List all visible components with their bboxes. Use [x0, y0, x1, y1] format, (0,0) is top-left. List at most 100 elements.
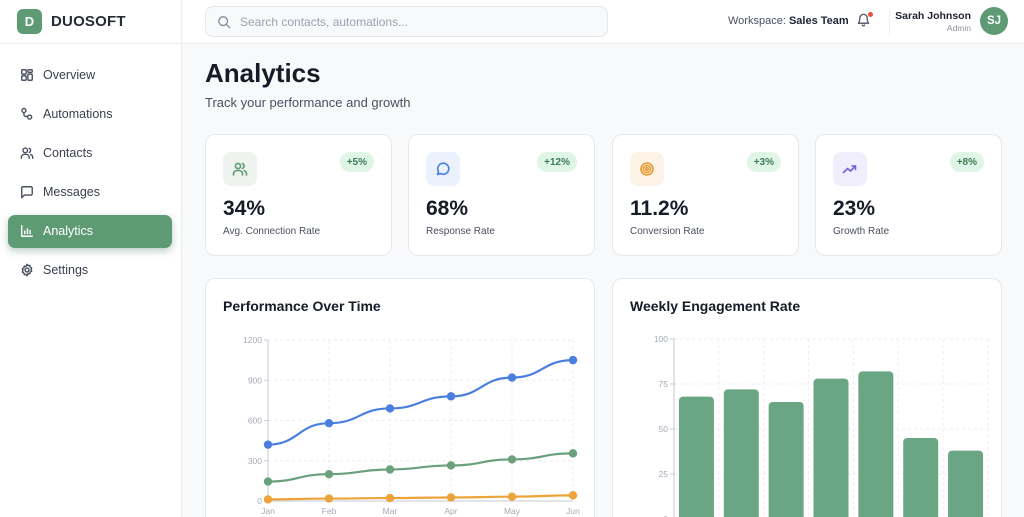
workspace-name: Sales Team	[788, 15, 849, 27]
chart-title: Weekly Engagement Rate	[630, 298, 801, 314]
data-point	[385, 493, 395, 503]
bar	[948, 450, 984, 517]
x-tick-label: Apr	[444, 506, 457, 516]
data-point	[446, 461, 456, 470]
data-point	[263, 495, 273, 504]
user-role: Admin	[946, 23, 971, 33]
stat-card-connection-rate: +5% 34% Avg. Connection Rate	[205, 134, 392, 256]
data-point	[385, 404, 395, 413]
sidebar-item-label: Overview	[43, 67, 96, 82]
data-point	[568, 491, 578, 500]
change-badge: +3%	[746, 152, 781, 172]
bar	[858, 371, 894, 517]
y-tick-label: 300	[248, 456, 262, 466]
engagement-bar-chart: 0 25 50 75 100	[654, 334, 989, 517]
sidebar-item-overview[interactable]: Overview	[8, 58, 172, 91]
y-tick-label: 1200	[243, 335, 262, 345]
bar	[813, 378, 849, 517]
data-point	[263, 477, 273, 486]
bar	[768, 402, 804, 517]
data-point	[324, 494, 334, 503]
stat-icon-box	[426, 152, 460, 186]
data-point	[507, 492, 517, 501]
sidebar-item-settings[interactable]: Settings	[8, 254, 172, 287]
sidebar-item-label: Automations	[43, 106, 113, 121]
change-badge: +5%	[339, 152, 374, 172]
stat-value: 34%	[223, 197, 266, 220]
page-subtitle: Track your performance and growth	[205, 95, 411, 110]
stat-label: Avg. Connection Rate	[223, 226, 321, 237]
users-icon	[20, 147, 34, 159]
stat-card-conversion-rate: +3% 11.2% Conversion Rate	[612, 134, 799, 256]
divider	[889, 8, 890, 36]
message-circle-icon	[436, 162, 450, 176]
stat-value: 68%	[426, 197, 469, 220]
sidebar-item-label: Analytics	[43, 224, 94, 239]
stat-label: Response Rate	[426, 226, 495, 237]
stat-value: 11.2%	[630, 197, 689, 220]
performance-line-chart: 0 300 600 900 1200 Jan Feb Mar Apr May Jun	[243, 335, 580, 516]
sidebar-item-contacts[interactable]: Contacts	[8, 136, 172, 169]
sidebar-item-label: Messages	[43, 185, 100, 200]
sidebar-item-label: Contacts	[43, 145, 93, 160]
bar-chart-icon	[21, 225, 33, 238]
data-point	[507, 455, 517, 464]
search-box[interactable]	[205, 6, 608, 37]
stat-icon-box	[833, 152, 867, 186]
user-name: Sarah Johnson	[895, 10, 971, 22]
data-point	[507, 373, 517, 382]
bell-icon	[857, 13, 870, 27]
sidebar: D DUOSOFT Overview Automations Contacts …	[0, 0, 182, 517]
stat-label: Growth Rate	[833, 226, 890, 237]
stat-value: 23%	[833, 197, 876, 220]
engagement-chart-panel: Weekly Engagement Rate 0 25 50 75 100	[612, 278, 1002, 517]
brand-logo[interactable]: D	[17, 9, 42, 34]
bar	[903, 438, 939, 517]
notification-dot	[868, 12, 873, 17]
brand-name: DUOSOFT	[51, 13, 126, 30]
performance-chart-panel: Performance Over Time 0 300 600 900 1200 Jan F…	[205, 278, 595, 517]
y-tick-label: 50	[659, 424, 669, 434]
data-point	[446, 392, 456, 401]
x-tick-label: May	[504, 506, 521, 516]
sidebar-item-messages[interactable]: Messages	[8, 176, 172, 209]
sidebar-item-analytics[interactable]: Analytics	[8, 214, 172, 248]
page-title: Analytics	[205, 58, 321, 88]
message-square-icon	[21, 186, 33, 199]
stat-icon-box	[630, 152, 664, 186]
series-line	[267, 359, 574, 446]
notifications-button[interactable]	[856, 12, 874, 30]
x-tick-label: Mar	[383, 506, 398, 516]
x-tick-label: Jun	[566, 506, 580, 516]
stat-card-growth-rate: +8% 23% Growth Rate	[815, 134, 1002, 256]
search-icon	[218, 15, 231, 28]
sidebar-nav: Overview Automations Contacts Messages A…	[0, 44, 181, 287]
data-point	[446, 493, 456, 502]
series-line	[267, 452, 574, 483]
stat-icon-box	[223, 152, 257, 186]
brand: D DUOSOFT	[0, 0, 181, 44]
y-tick-label: 0	[663, 514, 668, 517]
data-point	[324, 469, 334, 479]
data-point	[385, 465, 395, 474]
sidebar-item-automations[interactable]: Automations	[8, 97, 172, 130]
workspace-selector[interactable]: Workspace: Sales Team	[728, 15, 849, 27]
y-tick-label: 100	[654, 334, 668, 344]
y-tick-label: 0	[257, 496, 262, 506]
sidebar-item-label: Settings	[43, 263, 89, 278]
avatar[interactable]: SJ	[980, 7, 1008, 35]
data-point	[324, 418, 334, 428]
change-badge: +12%	[537, 152, 577, 172]
series-line	[267, 494, 574, 501]
workflow-icon	[21, 107, 33, 120]
x-tick-label: Feb	[322, 506, 337, 516]
change-badge: +8%	[949, 152, 984, 172]
target-icon	[640, 162, 654, 176]
bar	[678, 396, 714, 517]
users-icon	[232, 162, 248, 176]
data-point	[568, 449, 578, 458]
trending-up-icon	[842, 165, 857, 174]
search-input[interactable]	[240, 14, 580, 29]
y-tick-label: 25	[659, 469, 669, 479]
stat-label: Conversion Rate	[630, 226, 705, 237]
